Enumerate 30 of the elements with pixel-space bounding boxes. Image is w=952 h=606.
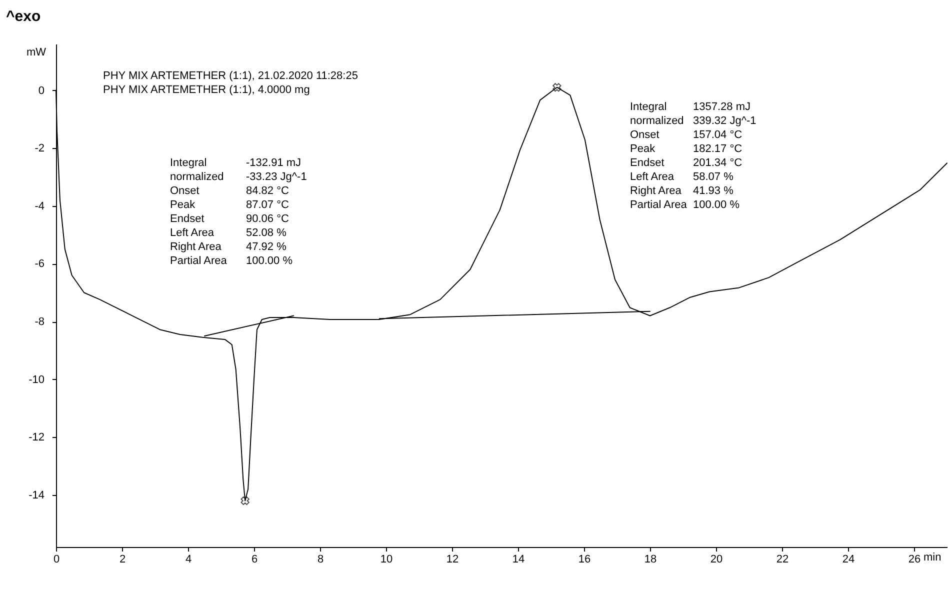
y-tick-label: 0	[38, 84, 44, 97]
x-tick-label: 20	[710, 554, 723, 566]
x-tick-label: 26	[908, 554, 921, 566]
annotation: -132.91 mJ -33.23 Jg^-1 84.82 °C 87.07 °C 90.06 °C 52.08 % 47.92 % 100.00 %	[246, 157, 307, 267]
y-tick-label: -2	[34, 142, 44, 155]
x-tick-label: 2	[119, 554, 126, 566]
y-tick-label: -8	[34, 316, 44, 328]
y-tick-label: -10	[28, 374, 44, 386]
x-tick-label: 14	[512, 554, 525, 566]
x-tick-label: 12	[446, 554, 459, 566]
x-tick-label: 22	[776, 554, 789, 566]
x-tick-label: 24	[842, 554, 855, 566]
x-tick-label: 18	[644, 554, 657, 566]
x-tick-label: 10	[380, 554, 393, 566]
annotation: PHY MIX ARTEMETHER (1:1), 21.02.2020 11:28:25 PHY MIX ARTEMETHER (1:1), 4.0000 mg	[103, 70, 358, 96]
x-tick-label: 0	[53, 554, 60, 566]
annotation: 1357.28 mJ 339.32 Jg^-1 157.04 °C 182.17 °C 201.34 °C 58.07 % 41.93 % 100.00 %	[693, 101, 756, 211]
y-axis-title: mW	[26, 46, 47, 58]
chart-title: ^exo	[6, 8, 41, 25]
annotation: Integral normalized Onset Peak Endset Left Area Right Area Partial Area	[170, 157, 228, 267]
y-tick-label: -6	[34, 258, 44, 270]
y-tick-label: -4	[34, 200, 44, 212]
y-tick-label: -12	[28, 432, 44, 444]
x-tick-label: 4	[185, 554, 192, 566]
x-tick-label: 16	[578, 554, 591, 566]
x-tick-label: 6	[251, 554, 258, 566]
x-axis-title: min	[924, 552, 942, 564]
annotation: Integral normalized Onset Peak Endset Left Area Right Area Partial Area	[630, 101, 688, 211]
y-tick-label: -14	[28, 489, 44, 502]
x-tick-label: 8	[317, 554, 324, 566]
